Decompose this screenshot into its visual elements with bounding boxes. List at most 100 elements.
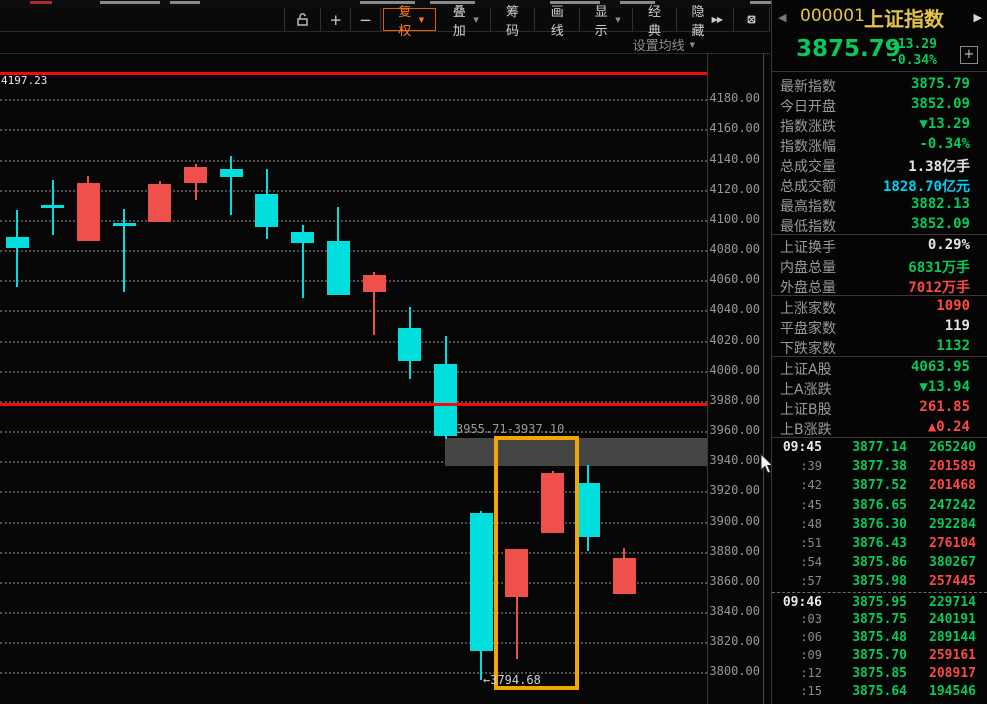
tick-row: :09 3875.70 259161 xyxy=(772,646,987,664)
tick-time: :06 xyxy=(800,630,822,645)
stat-label: 下跌家数 xyxy=(780,341,836,357)
tick-time: :15 xyxy=(800,683,822,698)
adjust-price-button[interactable]: 复权 ▼ xyxy=(382,5,437,39)
stat-label: 上A涨跌 xyxy=(780,382,832,398)
candle-body xyxy=(219,169,243,178)
tick-price: 3877.38 xyxy=(852,459,907,475)
stat-label: 最新指数 xyxy=(780,79,836,95)
tick-row: 09:46 3875.95 229714 xyxy=(772,593,987,611)
gridline xyxy=(0,400,707,403)
candle-wick xyxy=(373,271,376,335)
display-button[interactable]: 显示 ▼ xyxy=(580,5,633,39)
quote-panel: ◀ 000001 上证指数 ▶ 3875.79 -13.29 -0.34% + … xyxy=(771,0,987,704)
hide-button[interactable]: 隐藏 ▶▶ xyxy=(677,5,734,39)
candle-body xyxy=(5,236,29,248)
left-arrow-icon: ← xyxy=(483,673,491,688)
fullscreen-button[interactable] xyxy=(734,8,770,31)
stat-row: 上证A股 4063.95 xyxy=(772,357,987,378)
chevron-down-icon: ▼ xyxy=(689,40,695,49)
divider xyxy=(772,71,987,72)
gap-zone-label: 3955.71-3937.10 xyxy=(456,421,565,436)
tick-price: 3875.86 xyxy=(852,555,907,571)
prev-stock-arrow[interactable]: ◀ xyxy=(778,11,787,24)
lock-button[interactable] xyxy=(284,8,322,31)
ma-settings-dropdown[interactable]: 设置均线 ▼ xyxy=(633,35,695,54)
chart-toolbar: + − 复权 ▼ 叠加 ▼ 筹码 画线 显示 ▼ 经典 隐藏 ▶▶ xyxy=(0,5,770,39)
tick-list[interactable]: 09:45 3877.14 265240:39 3877.38 201589:42 387… xyxy=(772,438,987,700)
overlay-button[interactable]: 叠加 ▼ xyxy=(438,5,491,39)
chips-label: 筹码 xyxy=(506,4,520,39)
y-axis-label: 3960.00 xyxy=(709,423,760,438)
resistance-line: 4197.23 xyxy=(0,72,707,87)
y-axis-label: 4120.00 xyxy=(709,181,760,196)
candlestick-chart[interactable]: 3955.71-3937.10 4197.23 ←3794.68 xyxy=(0,54,708,704)
stat-value: 7012万手 xyxy=(908,280,970,296)
y-axis-label: 3980.00 xyxy=(709,392,760,407)
stat-label: 上证B股 xyxy=(780,402,832,418)
stat-value: 1090 xyxy=(936,298,970,314)
adjust-price-label: 复权 xyxy=(398,4,412,39)
y-axis-label: 4140.00 xyxy=(709,151,760,166)
tick-row: :57 3875.98 257445 xyxy=(772,572,987,591)
draw-line-label: 画线 xyxy=(550,4,564,39)
tick-price: 3876.43 xyxy=(852,535,907,551)
stat-value: ▼13.29 xyxy=(919,116,970,132)
stock-name: 上证指数 xyxy=(864,7,944,31)
price-change: -13.29 xyxy=(890,37,937,52)
display-label: 显示 xyxy=(594,4,608,39)
y-axis: 4180.00 4160.00 4140.00 4120.00 4100.00 4080.… xyxy=(708,54,770,704)
stat-label: 上B涨跌 xyxy=(780,422,832,438)
tick-volume: 240191 xyxy=(929,612,976,628)
stat-label: 外盘总量 xyxy=(780,280,836,296)
candle-body xyxy=(41,205,65,209)
low-price-label: ←3794.68 xyxy=(483,673,541,687)
y-axis-label: 3820.00 xyxy=(709,634,760,649)
candle-body xyxy=(541,472,565,533)
y-axis-label: 4080.00 xyxy=(709,242,760,257)
stats-list: 最新指数 3875.79 今日开盘 3852.09 指数涨跌 ▼13.29 指数涨幅 -0.3… xyxy=(772,74,987,438)
tick-price: 3875.95 xyxy=(852,594,907,610)
stat-value: ▲0.24 xyxy=(927,419,970,435)
tick-volume: 229714 xyxy=(929,594,976,610)
gridline xyxy=(0,461,707,464)
stat-row: 最低指数 3852.09 xyxy=(772,214,987,235)
stat-row: 平盘家数 119 xyxy=(772,316,987,337)
classic-button[interactable]: 经典 xyxy=(633,5,678,39)
stats-group: 上涨家数 1090 平盘家数 119 下跌家数 1132 xyxy=(772,296,987,357)
stat-value: 1132 xyxy=(936,338,970,354)
draw-line-button[interactable]: 画线 xyxy=(535,5,581,39)
tick-row: :42 3877.52 201468 xyxy=(772,476,987,495)
candle-wick xyxy=(230,156,233,216)
candle-body xyxy=(255,194,279,227)
tick-time: :45 xyxy=(800,497,822,512)
zoom-out-button[interactable]: − xyxy=(351,8,381,31)
candle-body xyxy=(576,482,600,537)
gridline xyxy=(0,370,707,373)
tick-price: 3875.64 xyxy=(852,683,907,699)
zoom-in-button[interactable]: + xyxy=(321,8,352,31)
double-arrow-right-icon: ▶▶ xyxy=(711,15,723,24)
y-axis-label: 3900.00 xyxy=(709,513,760,528)
stat-row: 最新指数 3875.79 xyxy=(772,74,987,95)
gridline xyxy=(0,159,707,162)
stat-row: 上A涨跌 ▼13.94 xyxy=(772,377,987,398)
stat-label: 总成交额 xyxy=(780,179,836,195)
next-stock-arrow[interactable]: ▶ xyxy=(973,11,982,24)
stat-label: 平盘家数 xyxy=(780,321,836,337)
stat-row: 下跌家数 1132 xyxy=(772,336,987,357)
support-line xyxy=(0,402,707,406)
add-to-watchlist-button[interactable]: + xyxy=(960,46,978,64)
tick-group: 09:46 3875.95 229714:03 3875.75 240191:06 387… xyxy=(772,593,987,700)
stat-label: 上涨家数 xyxy=(780,301,836,317)
candle-wick xyxy=(16,210,18,287)
tick-row: :51 3876.43 276104 xyxy=(772,534,987,553)
last-price: 3875.79 xyxy=(796,36,901,62)
tick-group: 09:45 3877.14 265240:39 3877.38 201589:42 387… xyxy=(772,438,987,593)
candle-body xyxy=(291,231,315,243)
tick-row: :54 3875.86 380267 xyxy=(772,553,987,572)
candle-wick xyxy=(301,225,304,298)
chips-button[interactable]: 筹码 xyxy=(491,5,536,39)
y-axis-label: 3800.00 xyxy=(709,664,760,679)
candle-body xyxy=(112,223,136,227)
